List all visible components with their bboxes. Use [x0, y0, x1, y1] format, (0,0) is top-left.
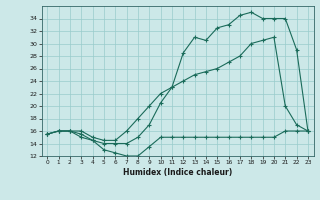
X-axis label: Humidex (Indice chaleur): Humidex (Indice chaleur) [123, 168, 232, 177]
